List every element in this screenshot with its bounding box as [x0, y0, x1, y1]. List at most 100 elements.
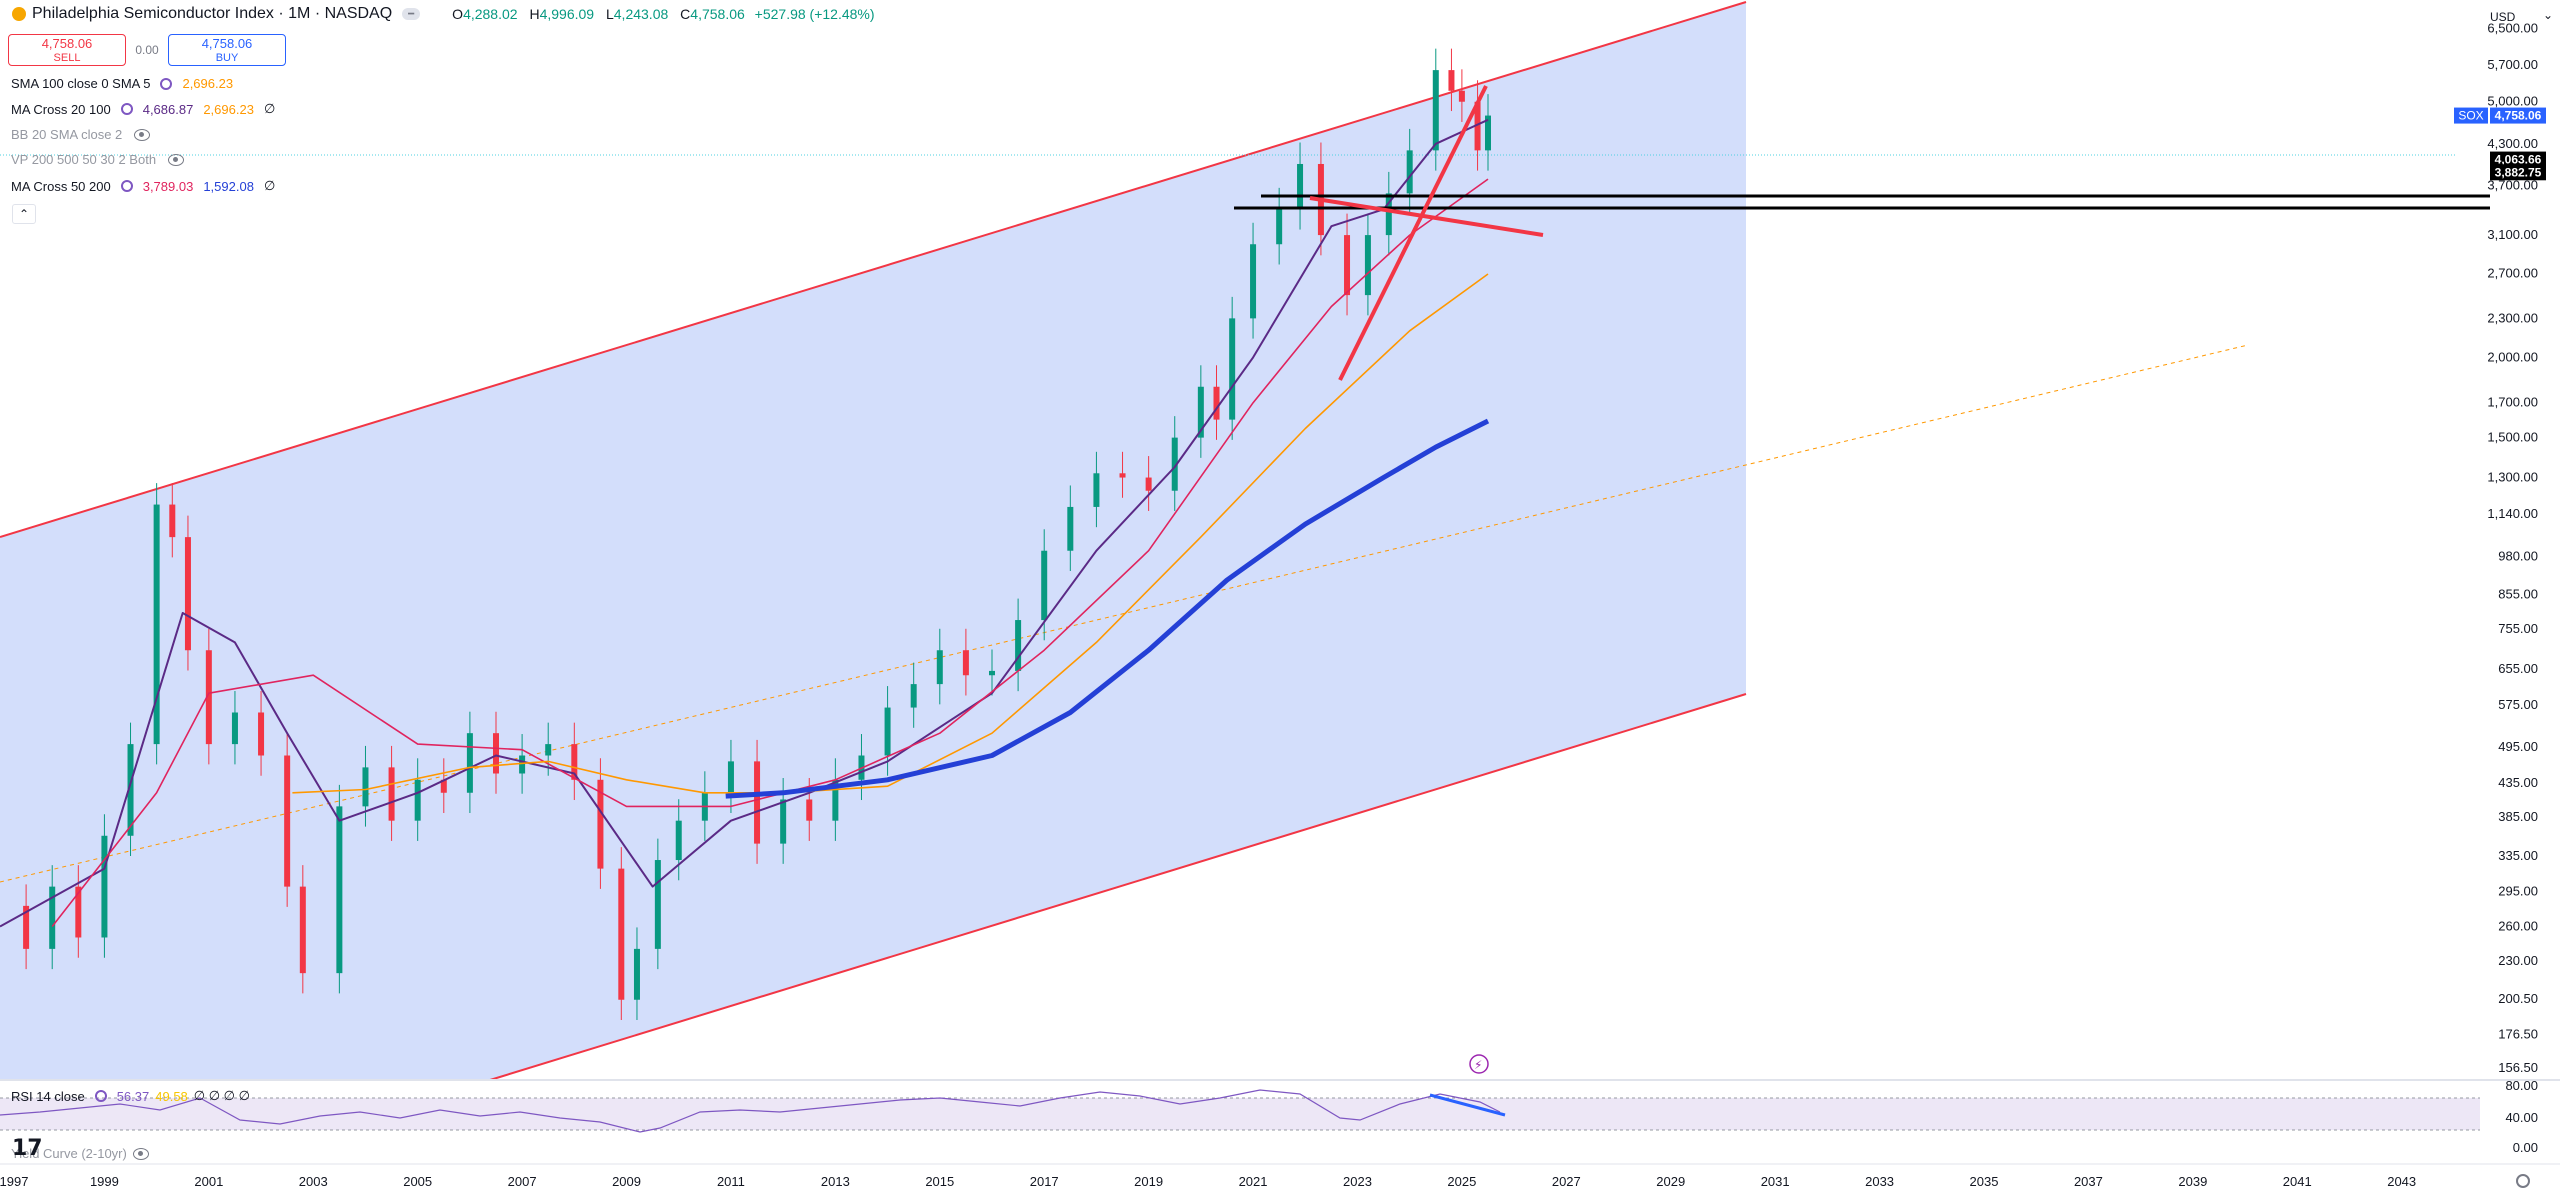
price-axis-label: 385.00 — [2498, 809, 2538, 824]
candle-body — [1448, 70, 1455, 91]
indicator-name: MA Cross 20 100 — [11, 101, 111, 117]
buy-price: 4,758.06 — [201, 36, 253, 51]
price-axis-label: 980.00 — [2498, 548, 2538, 563]
price-tag[interactable]: 4,063.66 — [2490, 151, 2546, 168]
channel-upper-line[interactable] — [0, 1, 1747, 538]
low-value: 4,243.08 — [613, 6, 669, 22]
time-axis-label: 2041 — [2283, 1174, 2312, 1189]
channel-lower-line[interactable] — [489, 693, 1747, 1081]
currency-dropdown-icon[interactable]: ⌄ — [2543, 8, 2554, 22]
price-axis-label: 1,700.00 — [2487, 395, 2538, 410]
trendline-descending[interactable] — [1309, 196, 1544, 237]
price-tag-symbol: SOX — [2458, 109, 2483, 123]
close-value: 4,758.06 — [690, 6, 745, 22]
candle-body — [754, 761, 761, 844]
rsi-axis-label: 80.00 — [2505, 1078, 2538, 1093]
trade-panel: 4,758.06 SELL 0.00 4,758.06 BUY — [8, 34, 286, 66]
ohlc-readout: O4,288.02 H4,996.09 L4,243.08 C4,758.06 … — [444, 6, 874, 22]
tradingview-logo-icon[interactable]: 17 — [12, 1136, 43, 1161]
exchange-logo-icon — [12, 7, 26, 21]
time-axis-label: 1999 — [90, 1174, 119, 1189]
series-layer — [0, 48, 1491, 1020]
low-label: L — [605, 6, 614, 22]
time-axis-label: 2007 — [508, 1174, 537, 1189]
price-tag[interactable]: 3,882.75 — [2490, 164, 2546, 181]
price-tag-bg — [2490, 151, 2546, 168]
collapse-legend-button[interactable]: ⌃ — [12, 204, 36, 224]
candle-body — [727, 761, 734, 793]
candle-body — [1485, 115, 1491, 151]
symbol-title[interactable]: Philadelphia Semiconductor Index · 1M · … — [32, 5, 393, 22]
time-axis-label: 2033 — [1865, 1174, 1894, 1189]
trendline-steep[interactable] — [1338, 85, 1488, 381]
indicator-legend-item[interactable]: BB 20 SMA close 2 — [11, 127, 151, 142]
time-axis[interactable]: 1997 1999 2001 2003 2005 2007 2009 2011 2013 2015… — [0, 1163, 2560, 1189]
yield-curve-legend[interactable]: Yield Curve (2-10yr) — [11, 1146, 149, 1161]
sell-label: SELL — [53, 52, 81, 64]
price-axis-label: 335.00 — [2498, 848, 2538, 863]
symbol-header: Philadelphia Semiconductor Index · 1M · … — [0, 0, 875, 28]
candle-body — [1067, 506, 1074, 551]
candle-body — [1093, 473, 1100, 507]
indicator-value: 3,789.03 — [142, 178, 194, 194]
hidden-eye-icon[interactable] — [134, 128, 151, 141]
candle-body — [962, 650, 969, 676]
buy-button[interactable]: 4,758.06 BUY — [168, 34, 286, 66]
price-tag-symbol-bg — [2454, 107, 2488, 124]
time-axis-label: 2025 — [1447, 1174, 1476, 1189]
price-axis-label: 6,500.00 — [2487, 21, 2538, 36]
indicator-legend-item[interactable]: MA Cross 20 100 4,686.87 2,696.23 ∅ — [11, 101, 275, 117]
price-axis-label: 260.00 — [2498, 919, 2538, 934]
time-axis-label: 2017 — [1030, 1174, 1059, 1189]
settings-icon[interactable] — [94, 1090, 107, 1102]
candle-body — [284, 755, 291, 887]
indicator-name: BB 20 SMA close 2 — [11, 127, 123, 142]
candle-body — [336, 806, 343, 974]
indicator-legend-item[interactable]: MA Cross 50 200 3,789.03 1,592.08 ∅ — [11, 178, 275, 194]
candle-body — [633, 948, 640, 1000]
candle-body — [388, 767, 395, 821]
candle-body — [169, 504, 176, 538]
rsi-tail: ∅ ∅ ∅ ∅ — [193, 1088, 250, 1103]
series-ma-200 — [725, 418, 1490, 799]
rsi-line — [0, 1089, 1501, 1133]
currency-label[interactable]: USD — [2490, 10, 2516, 24]
indicator-legend-item[interactable]: VP 200 500 50 30 2 Both — [11, 152, 185, 167]
candle-body — [545, 744, 552, 756]
price-axis[interactable]: 6,500.00 5,700.00 5,000.00 4,300.00 3,700.00… — [2454, 21, 2546, 1155]
hidden-eye-icon[interactable] — [168, 153, 185, 166]
rsi-divergence-line[interactable] — [1429, 1093, 1506, 1117]
price-axis-label: 2,000.00 — [2487, 349, 2538, 364]
event-marker-icon[interactable] — [1469, 1054, 1489, 1074]
indicator-legend-item[interactable]: SMA 100 close 0 SMA 5 2,696.23 — [11, 76, 233, 91]
candle-body — [806, 799, 813, 821]
price-axis-label: 230.00 — [2498, 953, 2538, 968]
price-axis-label: 1,300.00 — [2487, 470, 2538, 485]
candle-body — [184, 537, 191, 651]
price-axis-label: 855.00 — [2498, 586, 2538, 601]
settings-icon[interactable] — [160, 77, 173, 90]
price-tag-value: 3,882.75 — [2495, 165, 2542, 179]
time-axis-label: 2037 — [2074, 1174, 2103, 1189]
time-axis-label: 1997 — [0, 1174, 28, 1189]
candle-body — [153, 504, 160, 745]
candle-body — [414, 779, 421, 821]
indicator-value: 4,686.87 — [142, 101, 194, 117]
hidden-eye-icon[interactable] — [132, 1147, 149, 1160]
open-value: 4,288.02 — [463, 6, 518, 22]
candle-body — [49, 886, 56, 949]
settings-gear-icon[interactable] — [2516, 1174, 2530, 1188]
series-ma-20 — [0, 118, 1489, 928]
rsi-axis-label: 40.00 — [2505, 1110, 2538, 1125]
rsi-legend[interactable]: RSI 14 close 56.37 49.58 ∅ ∅ ∅ ∅ — [11, 1088, 250, 1104]
settings-icon[interactable] — [120, 180, 133, 192]
price-tag[interactable]: SOX 4,758.06 — [2454, 107, 2546, 124]
candle-body — [1145, 477, 1152, 491]
sell-button[interactable]: 4,758.06 SELL — [8, 34, 126, 66]
series-ma-100 — [292, 273, 1489, 794]
rsi-axis-label: 0.00 — [2513, 1140, 2538, 1155]
price-tag-value: 4,063.66 — [2495, 153, 2542, 167]
settings-icon[interactable] — [120, 103, 133, 115]
more-options-icon[interactable]: ━ — [402, 8, 421, 20]
